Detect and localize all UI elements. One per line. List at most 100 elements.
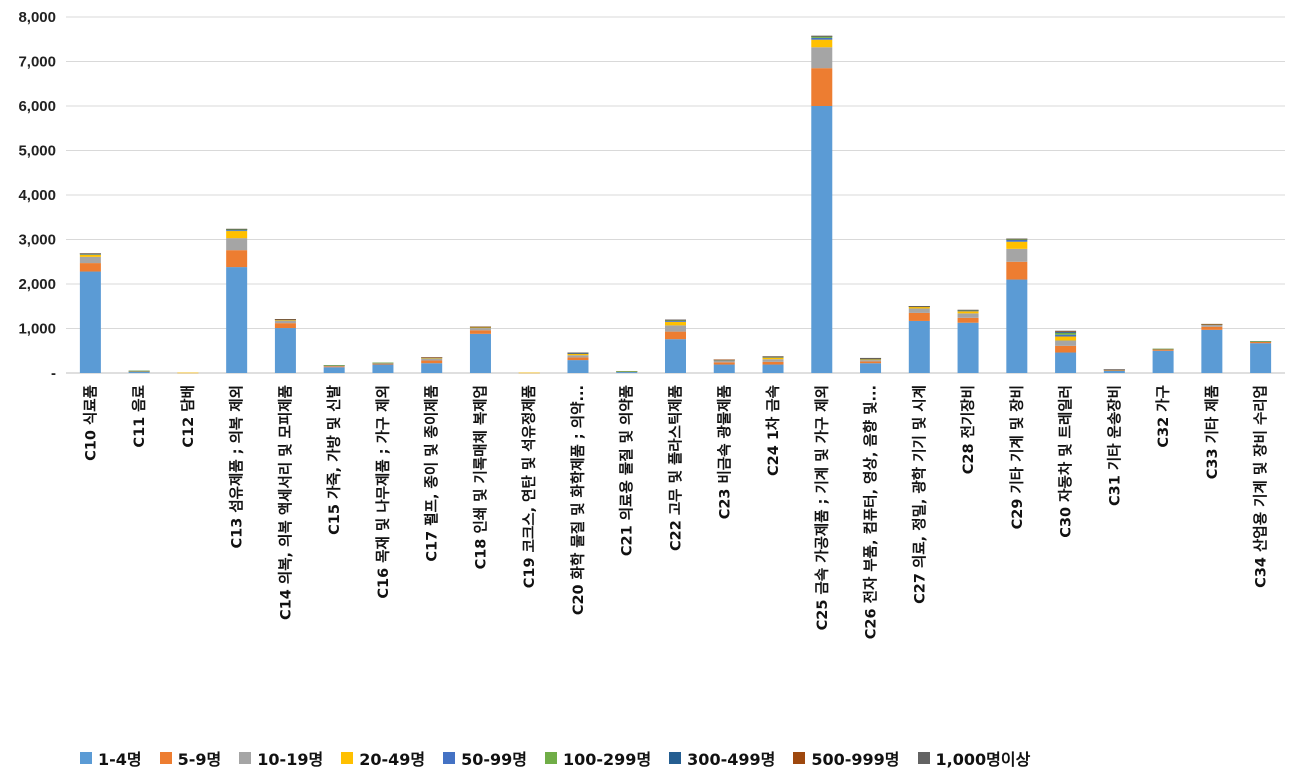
x-tick-label: C16 목재 및 나무제품 ; 가구 제외: [374, 385, 392, 599]
legend-swatch: [793, 752, 806, 764]
bar-stack: [713, 359, 735, 373]
bar-segment: [226, 238, 248, 251]
bar-segment: [1201, 326, 1223, 330]
bar-segment: [811, 106, 833, 373]
bar-segment: [616, 371, 638, 373]
bar-segment: [1055, 340, 1077, 346]
legend-label: 300-499명: [687, 750, 776, 769]
bar-segment: [567, 353, 589, 355]
legend-swatch: [443, 752, 456, 764]
x-tick-label: C27 의료, 정밀, 광학 기기 및 시계: [910, 385, 928, 604]
x-tick-label: C17 펄프, 종이 및 종이제품: [423, 385, 441, 562]
bar-stack: [908, 306, 930, 373]
x-tick-label: C23 비금속 광물제품: [715, 385, 733, 519]
y-tick-label: 6,000: [18, 98, 56, 115]
bar-stack: [762, 356, 784, 373]
bar-segment: [274, 319, 296, 321]
bar-segment: [1103, 370, 1125, 373]
legend: 1-4명 5-9명 10-19명 20-49명 50-99명 100-299명 300-49…: [80, 746, 1048, 770]
bar-segment: [762, 361, 784, 365]
bar-segment: [274, 323, 296, 329]
bar-segment: [1152, 349, 1174, 351]
bar-segment: [811, 39, 833, 48]
bar-segment: [762, 357, 784, 358]
bar-segment: [1055, 331, 1077, 333]
bar-segment: [1006, 239, 1028, 240]
bar-segment: [908, 320, 930, 373]
bar-segment: [1250, 341, 1272, 344]
x-tick-label: C34 산업용 기계 및 장비 수리업: [1252, 385, 1270, 588]
bar-segment: [323, 366, 345, 368]
bar-segment: [1201, 324, 1223, 327]
bar-segment: [421, 357, 443, 359]
legend-swatch: [341, 752, 354, 764]
bar-segment: [957, 310, 979, 312]
bar-segment: [518, 372, 540, 374]
bar-segment: [665, 321, 686, 326]
x-tick-label: C21 의료용 물질 및 의약품: [618, 385, 636, 556]
legend-swatch: [239, 752, 252, 764]
bar-segment: [79, 271, 101, 373]
bar-segment: [1006, 279, 1028, 373]
bar-segment: [860, 363, 882, 373]
bar-segment: [469, 326, 491, 328]
bar-segment: [1152, 350, 1174, 373]
x-tick-label: C10 식료품: [82, 385, 99, 461]
bar-stack: [1055, 330, 1077, 373]
x-tick-label: C28 전기장비: [959, 385, 977, 474]
bar-stack: [860, 357, 882, 373]
bar-stack: [616, 370, 638, 373]
bar-segment: [567, 352, 589, 354]
bar-segment: [860, 358, 882, 360]
bar-segment: [469, 330, 491, 334]
bar-stack: [469, 326, 491, 373]
bar-segment: [665, 331, 686, 340]
bar-segment: [908, 306, 930, 307]
bar-segment: [274, 328, 296, 373]
legend-label: 10-19명: [257, 750, 324, 769]
bar-segment: [908, 306, 930, 309]
bar-segment: [1201, 329, 1223, 373]
x-tick-label: C31 기타 운송장비: [1105, 385, 1123, 506]
bar-segment: [567, 355, 589, 358]
bar-segment: [762, 359, 784, 362]
bar-segment: [713, 362, 735, 365]
legend-swatch: [917, 752, 930, 764]
legend-label: 500-999명: [811, 750, 900, 769]
legend-swatch: [669, 752, 682, 764]
bar-segment: [860, 357, 882, 359]
bar-stack: [1152, 348, 1174, 373]
bar-segment: [79, 253, 101, 254]
bar-segment: [713, 360, 735, 363]
y-axis-ticks: - 1,000 2,000 3,000 4,000 5,000 6,000 7,000 8,00…: [18, 9, 56, 382]
bar-segment: [811, 36, 833, 38]
bar-segment: [665, 319, 686, 321]
bar-segment: [421, 360, 443, 364]
legend-item: 500-999명: [793, 746, 900, 770]
bar-segment: [665, 339, 686, 373]
bar-segment: [79, 254, 101, 257]
x-tick-label: C15 가죽, 가방 및 신발: [325, 384, 343, 535]
bar-segment: [469, 327, 491, 329]
bar-segment: [226, 229, 248, 231]
bar-segment: [1006, 248, 1028, 262]
legend-label: 20-49명: [359, 750, 426, 769]
bar-segment: [811, 47, 833, 69]
bar-segment: [1152, 348, 1174, 350]
bar-segment: [713, 364, 735, 373]
bar-segment: [1006, 241, 1028, 249]
bar-segment: [79, 254, 101, 255]
x-tick-label: C32 가구: [1155, 385, 1172, 448]
bar-segment: [469, 333, 491, 373]
y-tick-label: 1,000: [18, 321, 56, 338]
bar-segment: [128, 371, 150, 373]
bar-segment: [79, 256, 101, 264]
x-tick-label: C30 자동차 및 트레일러: [1057, 385, 1075, 538]
x-tick-label: C29 기타 기계 및 장비: [1008, 385, 1026, 529]
legend-swatch: [80, 752, 92, 764]
legend-item: 50-99명: [443, 746, 527, 770]
y-tick-label: 8,000: [18, 9, 56, 26]
bar-stack: [177, 372, 199, 374]
bar-segment: [567, 353, 589, 356]
bar-segment: [323, 367, 345, 373]
